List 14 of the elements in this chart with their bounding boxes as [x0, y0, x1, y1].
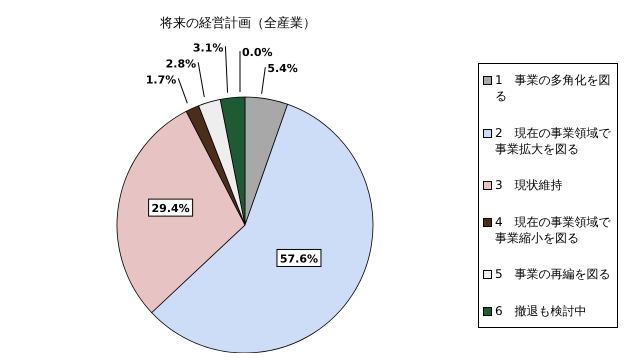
- text: 0.0%: [242, 46, 273, 60]
- legend-label: 1 事業の多角化を図る: [495, 72, 612, 104]
- legend-label: 5 事業の再編を図る: [495, 266, 611, 282]
- chart-title: 将来の経営計画（全産業）: [159, 15, 317, 32]
- data-label: 29.4%: [152, 202, 190, 216]
- data-label: 3.1%: [192, 41, 224, 54]
- legend-label: 4 現在の事業領域で事業縮小を図る: [495, 214, 612, 246]
- data-label: 2.8%: [166, 57, 196, 70]
- data-label: 1.7%: [146, 73, 176, 86]
- legend-label: 2 現在の事業領域で事業拡大を図る: [495, 124, 612, 157]
- legend-label: 3 現状維持: [495, 177, 563, 194]
- legend-label: 6 撤退も検討中: [495, 302, 587, 319]
- data-label: 57.6%: [280, 252, 318, 266]
- data-label: 5.4%: [267, 62, 298, 76]
